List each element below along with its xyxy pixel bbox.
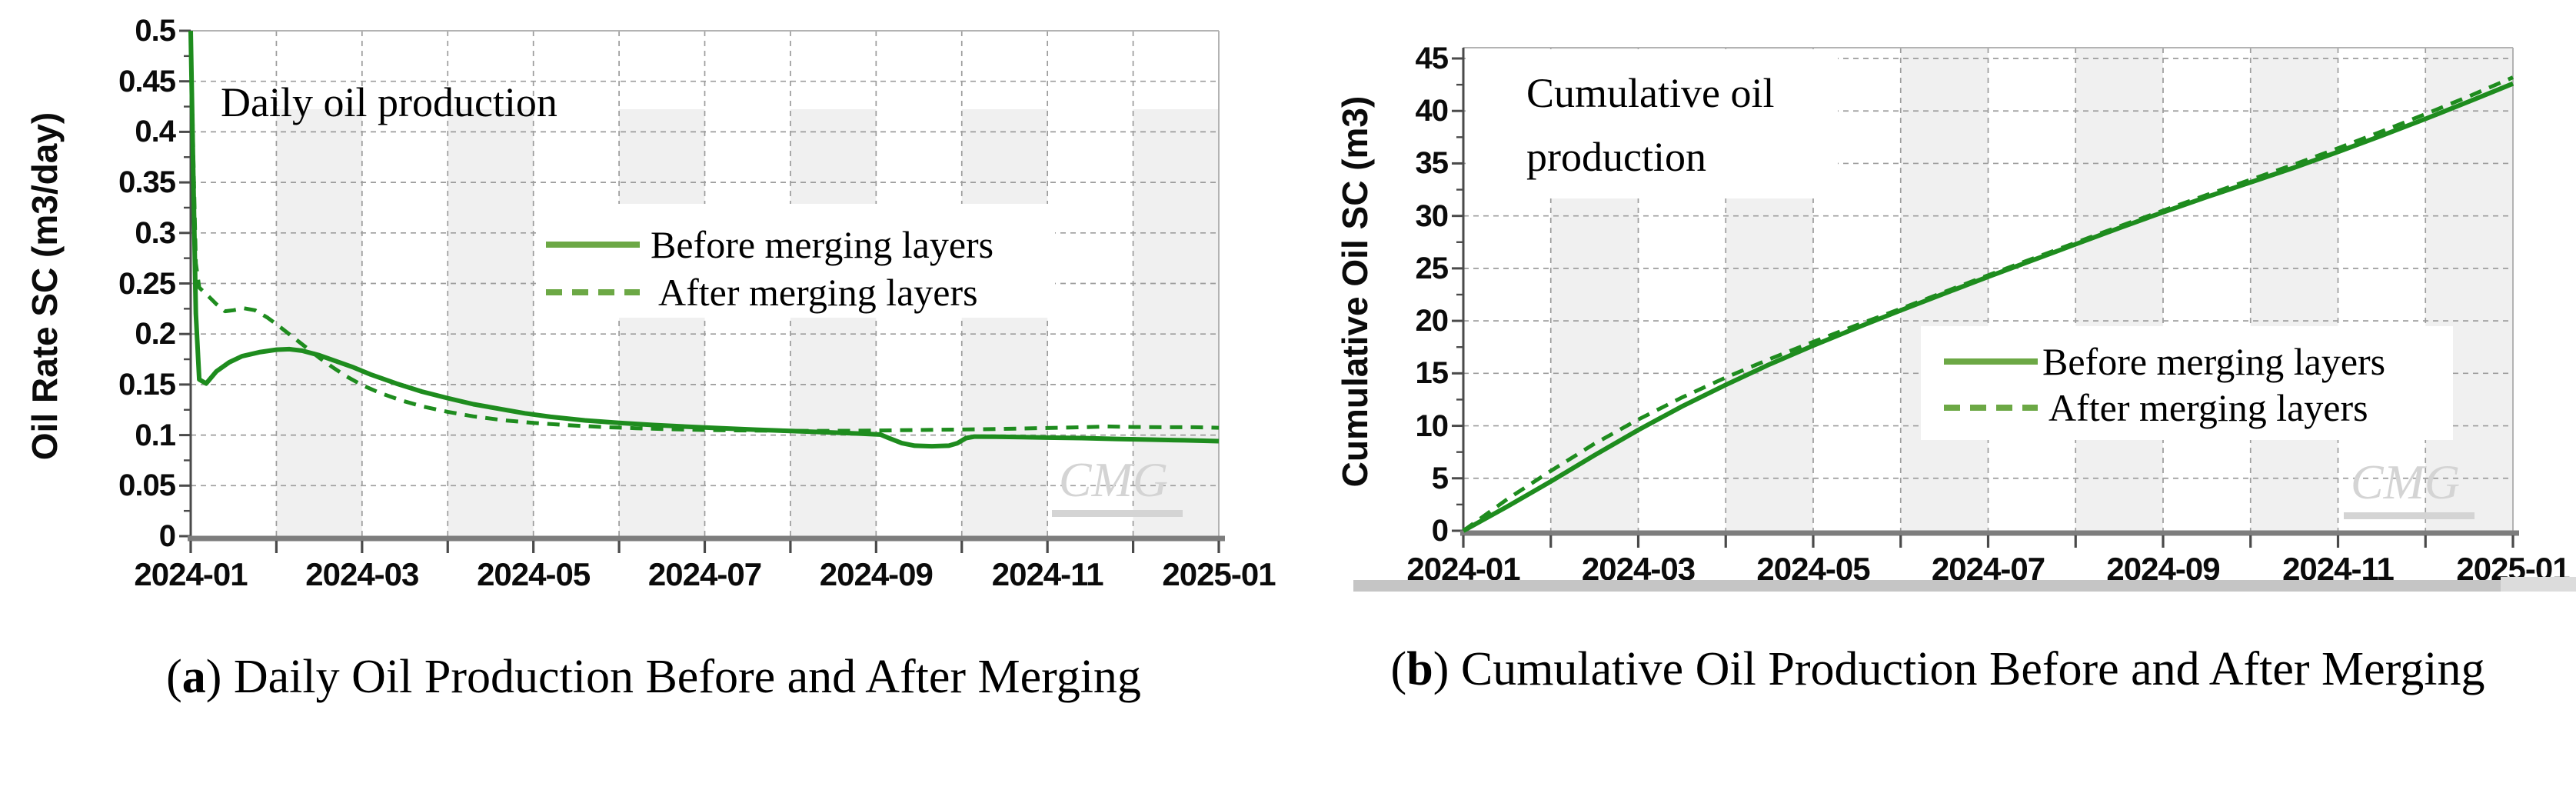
cmg-watermark-underline [1052,510,1183,517]
month-band [2250,48,2338,531]
cmg-watermark: CMG [2351,455,2460,509]
month-band [1900,48,1989,531]
series-after-line [188,30,1220,433]
month-band [961,109,1048,536]
daily-legend-label-after: After merging layers [658,271,978,314]
y-tick-label: 0.3 [135,215,176,250]
cumulative-legend-row-before: Before merging layers [1944,338,2385,385]
y-tick-label: 0.25 [118,266,176,301]
month-band [2425,48,2513,531]
y-tick-label: 0 [1431,514,1449,548]
cumulative-plot-title-line2: production [1526,134,1706,180]
x-tick-label: 2024-05 [477,556,591,592]
cumulative-title-background [1466,49,1838,198]
y-tick-label: 0.5 [135,14,176,48]
y-tick-label: 0.2 [135,317,176,352]
daily-legend-row-after: After merging layers [546,269,978,315]
month-band [448,109,534,536]
horizontal-scrollbar-thumb[interactable] [2501,577,2576,592]
y-tick-label: 15 [1415,356,1449,391]
cmg-watermark-underline [2344,512,2474,519]
y-tick-label: 25 [1415,251,1449,285]
month-band [619,109,705,536]
caption-a-text: Daily Oil Production Before and After Me… [233,651,1141,703]
caption-a-letter: a [181,651,206,703]
daily-chart-svg: CMG [179,29,1225,553]
y-tick-label: 35 [1415,146,1449,181]
x-tick-label: 2025-01 [1162,556,1276,592]
y-tick-label: 0.35 [118,165,176,200]
y-tick-label: 0.15 [118,367,176,402]
cumulative-legend-row-after: After merging layers [1944,385,2368,431]
y-tick-label: 0.45 [118,64,176,98]
month-band [276,109,362,536]
cumulative-oil-chart-plot: CMG [1423,22,2530,591]
daily-legend-label-before: Before merging layers [651,223,994,266]
cmg-watermark: CMG [1059,452,1168,507]
horizontal-scrollbar-track[interactable] [1353,580,2576,592]
y-tick-label: 0 [158,519,176,553]
series-before-line [188,30,1220,449]
x-tick-label: 2024-09 [819,556,934,592]
y-tick-label: 45 [1415,42,1449,75]
month-band [790,109,877,536]
dashed-line-swatch-icon [546,289,640,295]
month-band [1133,109,1219,536]
solid-line-swatch-icon [546,242,640,248]
daily-legend-background [538,204,1055,318]
series-after-line [1462,75,2514,533]
cumulative-chart-svg: CMG [1452,47,2519,548]
solid-line-swatch-icon [1944,358,2038,365]
caption-b-text: Cumulative Oil Production Before and Aft… [1460,643,2485,695]
daily-legend-row-before: Before merging layers [546,222,993,268]
x-tick-label: 2024-11 [991,556,1104,592]
month-band [2075,48,2163,531]
y-tick-label: 5 [1431,461,1449,495]
y-tick-label: 40 [1415,94,1449,128]
caption-a-paren-open: ( [166,651,182,703]
dashed-line-swatch-icon [1944,405,2038,411]
y-tick-label: 30 [1415,198,1449,233]
y-tick-label: 0.4 [135,115,176,149]
caption-b-paren-close: ) [1433,643,1461,695]
daily-y-axis-title: Oil Rate SC (m3/day) [25,112,65,461]
daily-plot-title: Daily oil production [221,79,557,125]
cumulative-legend-background [1921,326,2453,440]
y-tick-label: 0.05 [118,468,176,503]
x-tick-label: 2024-03 [305,556,419,592]
caption-b-paren-open: ( [1390,643,1407,695]
y-tick-label: 10 [1415,408,1449,443]
caption-b-letter: b [1406,643,1433,695]
cumulative-legend-label-after: After merging layers [2048,386,2368,429]
cumulative-plot-title-line1: Cumulative oil [1526,70,1775,116]
x-tick-label: 2024-01 [134,556,248,592]
y-tick-label: 20 [1415,304,1449,338]
cumulative-legend-label-before: Before merging layers [2042,340,2386,383]
caption-a-paren-close: ) [205,651,234,703]
daily-oil-chart-plot: CMG [154,14,1246,571]
caption-a: (a) Daily Oil Production Before and Afte… [15,650,1292,705]
caption-b: (b) Cumulative Oil Production Before and… [1330,625,2545,714]
y-tick-label: 0.1 [135,418,176,452]
x-tick-label: 2024-07 [647,556,762,592]
